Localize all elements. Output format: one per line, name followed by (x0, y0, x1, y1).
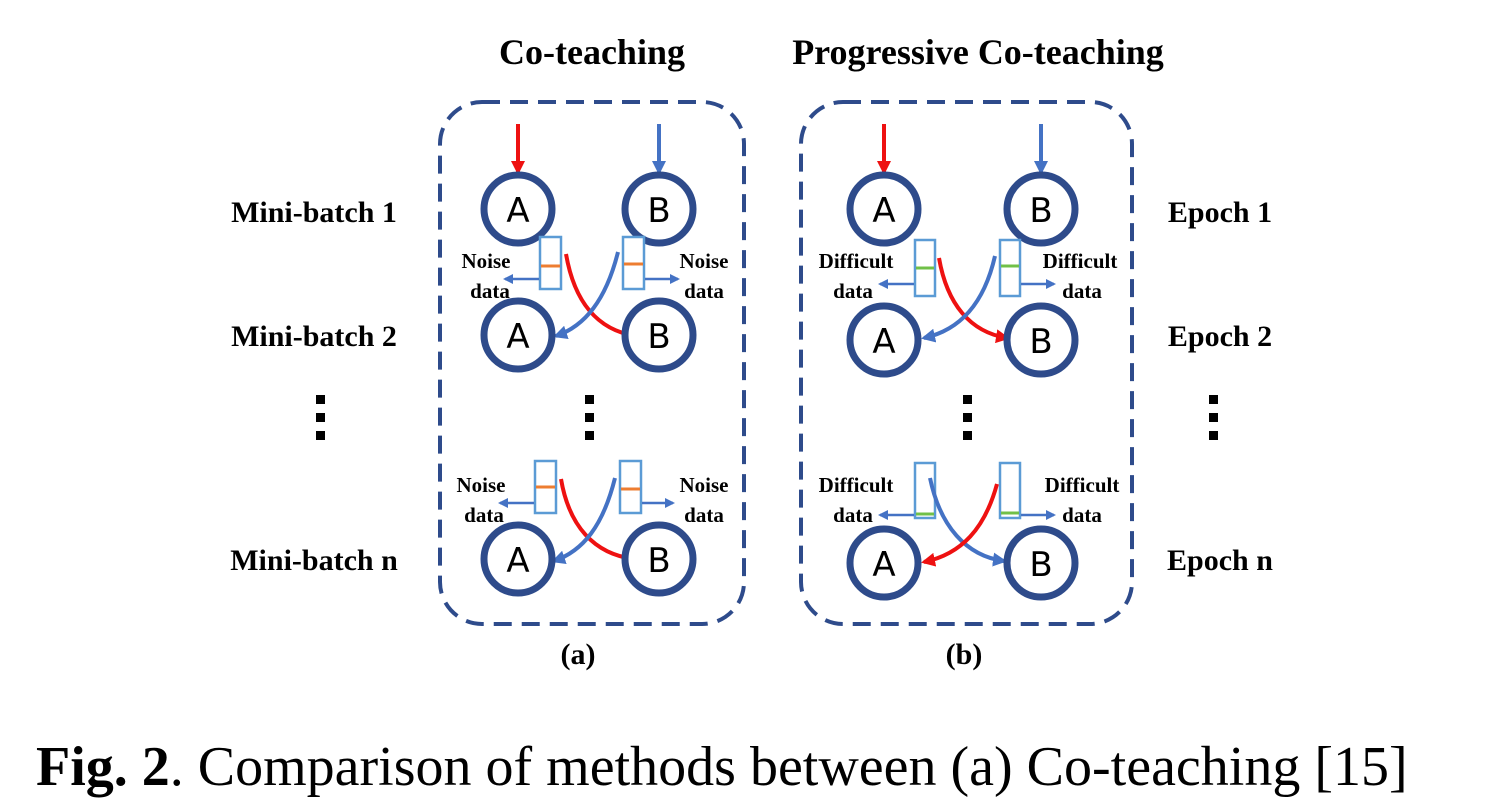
loss-bar-b-epochn (998, 461, 1022, 520)
ellipsis-panel-a (585, 395, 594, 440)
difficult-data-label-right-epoch1: data (1062, 279, 1102, 303)
node-b-rown: B (621, 521, 697, 597)
loss-bar-b-epoch1 (998, 238, 1022, 298)
cross-arrow-red-a-to-b-epoch1 (937, 257, 1010, 344)
noise-data-label-right-row1: data (684, 279, 724, 303)
loss-bar-b-rown (618, 459, 643, 515)
cross-arrow-blue-b-to-a-row1 (553, 251, 620, 340)
node-b-epoch1: B (1003, 171, 1079, 247)
node-a-row2-label: A (506, 317, 529, 357)
figure-caption-text: . Comparison of methods between (a) Co-t… (170, 736, 1408, 798)
cross-arrow-blue-b-to-a-rown (551, 477, 617, 565)
node-a-row1: A (480, 171, 556, 247)
noise-label-right-rown: Noise (680, 473, 729, 497)
difficult-label-right-epochn: Difficult (1045, 473, 1120, 497)
node-b-row2: B (621, 297, 697, 373)
difficult-data-label-right-epochn: data (1062, 503, 1102, 527)
node-a-row1-label: A (506, 191, 529, 231)
noise-data-label-left-rown: data (464, 503, 504, 527)
node-a-epoch1: A (846, 171, 922, 247)
difficult-data-label-left-epochn: data (833, 503, 873, 527)
title-progressive-co-teaching: Progressive Co-teaching (792, 32, 1164, 72)
row-label-mini-batch-2: Mini-batch 2 (231, 320, 397, 353)
node-b-epoch1-label: B (1029, 191, 1052, 231)
difficult-label-right-epoch1: Difficult (1043, 249, 1118, 273)
panel-a-label: (a) (561, 638, 596, 671)
node-b-row1: B (621, 171, 697, 247)
ellipsis-panel-b (963, 395, 972, 440)
row-label-mini-batch-n: Mini-batch n (230, 544, 398, 577)
node-a-rown: A (480, 521, 556, 597)
cross-arrow-red-b-to-a-epochn (921, 483, 999, 567)
node-b-rown-label: B (647, 541, 670, 581)
node-b-epoch2: B (1003, 302, 1079, 378)
node-a-rown-label: A (506, 541, 529, 581)
noise-data-label-right-rown: data (684, 503, 724, 527)
node-a-epochn-label: A (872, 545, 895, 585)
noise-data-label-left-row1: data (470, 279, 510, 303)
node-a-epoch2-label: A (872, 322, 895, 362)
panel-b-border (799, 100, 1134, 626)
node-b-epochn-label: B (1029, 545, 1052, 585)
loss-bar-b-row1 (621, 235, 646, 291)
ellipsis-left (316, 395, 325, 440)
loss-bar-a-row1 (538, 235, 563, 291)
node-a-epochn: A (846, 525, 922, 601)
noise-label-left-row1: Noise (462, 249, 511, 273)
noise-label-right-row1: Noise (680, 249, 729, 273)
title-co-teaching: Co-teaching (499, 32, 685, 72)
difficult-label-left-epoch1: Difficult (819, 249, 894, 273)
node-a-epoch1-label: A (872, 191, 895, 231)
node-b-row2-label: B (647, 317, 670, 357)
difficult-data-label-left-epoch1: data (833, 279, 873, 303)
noise-label-left-rown: Noise (457, 473, 506, 497)
figure-caption: Fig. 2. Comparison of methods between (a… (36, 736, 1408, 798)
node-a-row2: A (480, 297, 556, 373)
row-label-epoch-n: Epoch n (1167, 544, 1273, 577)
cross-arrow-blue-b-to-a-epoch1 (921, 255, 997, 343)
node-a-epoch2: A (846, 302, 922, 378)
difficult-label-left-epochn: Difficult (819, 473, 894, 497)
cross-arrow-blue-a-to-b-epochn (928, 477, 1007, 567)
figure-caption-number: Fig. 2 (36, 736, 170, 798)
loss-bar-a-rown (533, 459, 558, 515)
loss-bar-a-epoch1 (913, 238, 937, 298)
panel-b-label: (b) (946, 638, 983, 671)
node-b-epoch2-label: B (1029, 322, 1052, 362)
row-label-epoch-2: Epoch 2 (1168, 320, 1272, 353)
row-label-epoch-1: Epoch 1 (1168, 196, 1272, 229)
node-b-row1-label: B (647, 191, 670, 231)
ellipsis-right (1209, 395, 1218, 440)
cross-arrow-red-a-to-b-rown (559, 478, 637, 565)
node-b-epochn: B (1003, 525, 1079, 601)
panel-a-border (438, 100, 746, 626)
row-label-mini-batch-1: Mini-batch 1 (231, 196, 397, 229)
